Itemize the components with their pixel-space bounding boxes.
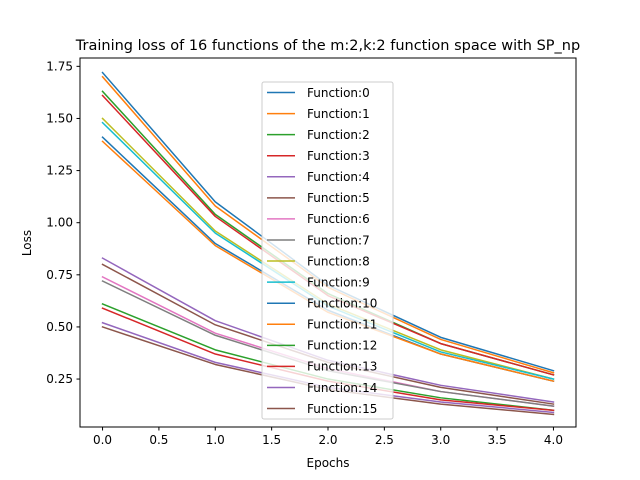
x-tick-label: 2.0 — [318, 433, 337, 447]
plot-frame — [79, 57, 577, 428]
chart-title: Training loss of 16 functions of the m:2… — [75, 38, 580, 54]
x-tick-label: 1.5 — [262, 433, 281, 447]
x-axis-title: Epochs — [307, 456, 350, 470]
legend-label: Function:10 — [307, 297, 377, 311]
legend-label: Function:7 — [307, 233, 370, 247]
y-tick-label: 1.50 — [46, 111, 73, 125]
legend-label: Function:14 — [307, 381, 377, 395]
legend-label: Function:12 — [307, 339, 377, 353]
x-tick-label: 2.5 — [375, 433, 394, 447]
legend-label: Function:1 — [307, 107, 370, 121]
legend-label: Function:11 — [307, 318, 377, 332]
y-axis-title: Loss — [20, 230, 34, 256]
y-axis: 0.25 0.50 0.75 1.00 1.25 1.50 1.75 — [46, 59, 80, 386]
legend-items: Function:0 Function:1 Function:2 Function:3… — [267, 86, 377, 416]
legend-label: Function:0 — [307, 86, 370, 100]
legend-box — [261, 81, 394, 420]
x-tick-label: 0.0 — [93, 433, 112, 447]
y-tick-label: 1.25 — [46, 164, 73, 178]
y-tick-label: 1.00 — [46, 216, 73, 230]
legend-label: Function:13 — [307, 360, 377, 374]
y-tick-label: 0.50 — [46, 320, 73, 334]
x-axis: 0.0 0.5 1.0 1.5 2.0 2.5 3.0 3.5 4.0 — [93, 427, 563, 447]
y-tick-label: 1.75 — [46, 59, 73, 73]
legend-label: Function:9 — [307, 275, 370, 289]
legend-label: Function:3 — [307, 149, 370, 163]
legend-label: Function:5 — [307, 191, 370, 205]
x-tick-label: 4.0 — [544, 433, 563, 447]
legend-label: Function:15 — [307, 402, 377, 416]
y-tick-label: 0.25 — [46, 372, 73, 386]
x-tick-label: 1.0 — [206, 433, 225, 447]
x-tick-label: 0.5 — [149, 433, 168, 447]
x-tick-label: 3.5 — [488, 433, 507, 447]
legend: Function:0 Function:1 Function:2 Function:3… — [261, 81, 394, 420]
legend-label: Function:4 — [307, 170, 370, 184]
legend-label: Function:2 — [307, 128, 370, 142]
legend-label: Function:6 — [307, 212, 370, 226]
y-tick-label: 0.75 — [46, 268, 73, 282]
x-tick-label: 3.0 — [431, 433, 450, 447]
legend-label: Function:8 — [307, 254, 370, 268]
